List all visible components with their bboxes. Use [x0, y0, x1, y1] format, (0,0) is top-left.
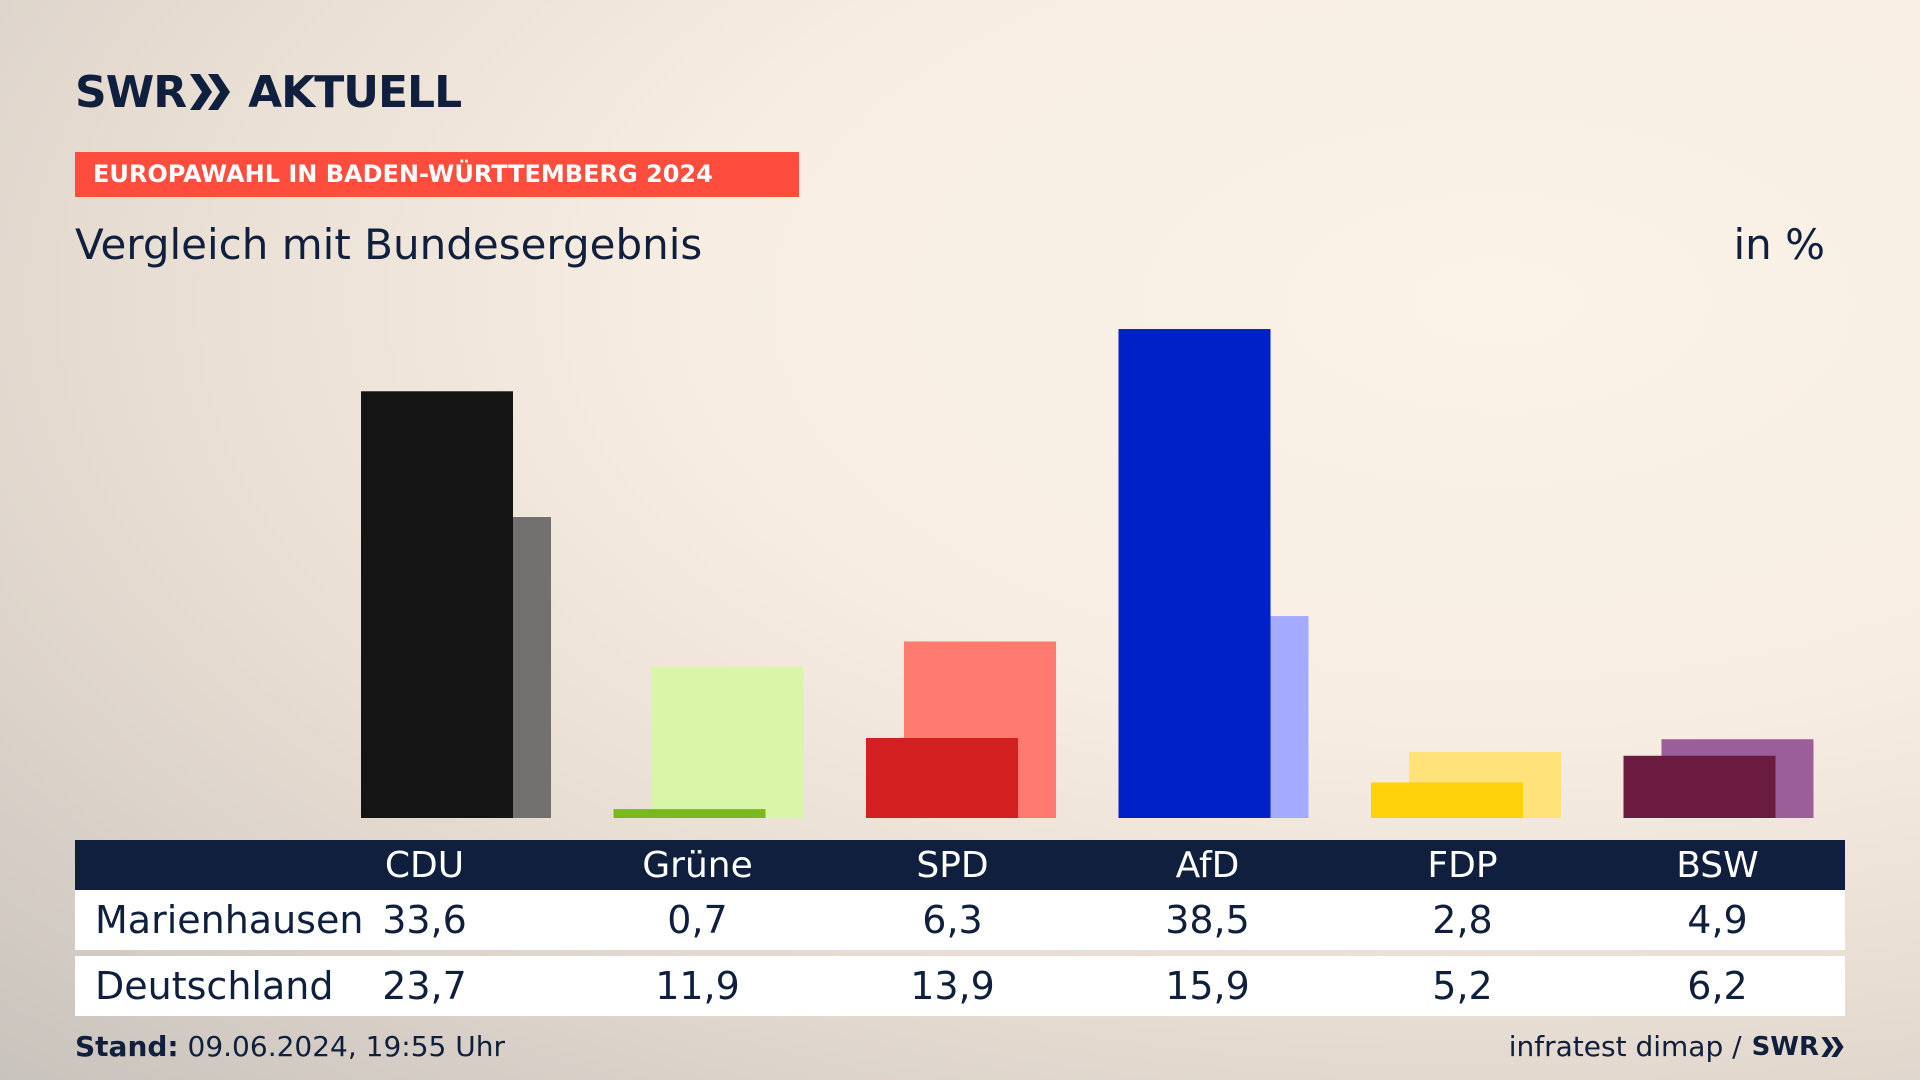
double-chevron-small-icon	[1821, 1036, 1844, 1057]
header-party-cdu: CDU	[384, 844, 465, 886]
table-cell: 6,2	[1687, 964, 1748, 1008]
swr-small-logo: SWR	[1752, 1032, 1845, 1062]
table-cell: 2,8	[1432, 898, 1493, 942]
bar-marienhausen-bsw	[1623, 755, 1776, 818]
bar-chart	[361, 329, 1814, 818]
row-label: Deutschland	[95, 964, 334, 1008]
table-cell: 11,9	[655, 964, 740, 1008]
table-cell: 38,5	[1165, 898, 1250, 942]
election-kicker: EUROPAWAHL IN BADEN-WÜRTTEMBERG 2024	[75, 152, 799, 197]
logo-aktuell-text: AKTUELL	[248, 66, 462, 118]
table-cell: 23,7	[382, 964, 467, 1008]
footer-source: infratest dimap / SWR	[1509, 1030, 1845, 1063]
chart-title: Vergleich mit Bundesergebnis	[75, 220, 703, 269]
row-label: Marienhausen	[95, 898, 364, 942]
header-party-spd: SPD	[916, 844, 989, 886]
header-party-afd: AfD	[1175, 844, 1240, 886]
bar-marienhausen-fdp	[1371, 782, 1523, 818]
table-cell: 33,6	[382, 898, 467, 942]
stand-value: 09.06.2024, 19:55 Uhr	[187, 1030, 505, 1063]
table-cell: 4,9	[1687, 898, 1748, 942]
table-row: Marienhausen 33,6 0,7 6,3 38,5 2,8 4,9	[75, 890, 1845, 950]
table-row: Deutschland 23,7 11,9 13,9 15,9 5,2 6,2	[75, 956, 1845, 1016]
double-chevron-icon	[190, 74, 231, 110]
bar-deutschland-gruene	[651, 666, 804, 818]
bar-marienhausen-spd	[866, 737, 1018, 818]
swr-aktuell-logo: SWR AKTUELL	[75, 66, 462, 118]
header-party-bsw: BSW	[1676, 844, 1759, 886]
bar-marienhausen-gruene	[613, 809, 766, 818]
swr-small-logo-text: SWR	[1751, 1031, 1819, 1062]
table-cell: 5,2	[1432, 964, 1493, 1008]
bar-marienhausen-cdu	[361, 391, 513, 818]
logo-swr-text: SWR	[75, 66, 187, 118]
source-text: infratest dimap /	[1508, 1030, 1742, 1063]
unit-label: in %	[1733, 220, 1825, 269]
header-party-gruene: Grüne	[642, 844, 753, 886]
table-header-row: CDU Grüne SPD AfD FDP BSW	[75, 840, 1845, 890]
stand-label: Stand:	[75, 1030, 179, 1063]
table-cell: 13,9	[910, 964, 995, 1008]
results-table: CDU Grüne SPD AfD FDP BSW Marienhausen 3…	[75, 840, 1845, 1016]
table-cell: 6,3	[922, 898, 983, 942]
table-cell: 15,9	[1165, 964, 1250, 1008]
header-party-fdp: FDP	[1427, 844, 1498, 886]
footer-timestamp: Stand: 09.06.2024, 19:55 Uhr	[75, 1030, 505, 1063]
bar-marienhausen-afd	[1118, 329, 1271, 818]
table-cell: 0,7	[667, 898, 728, 942]
